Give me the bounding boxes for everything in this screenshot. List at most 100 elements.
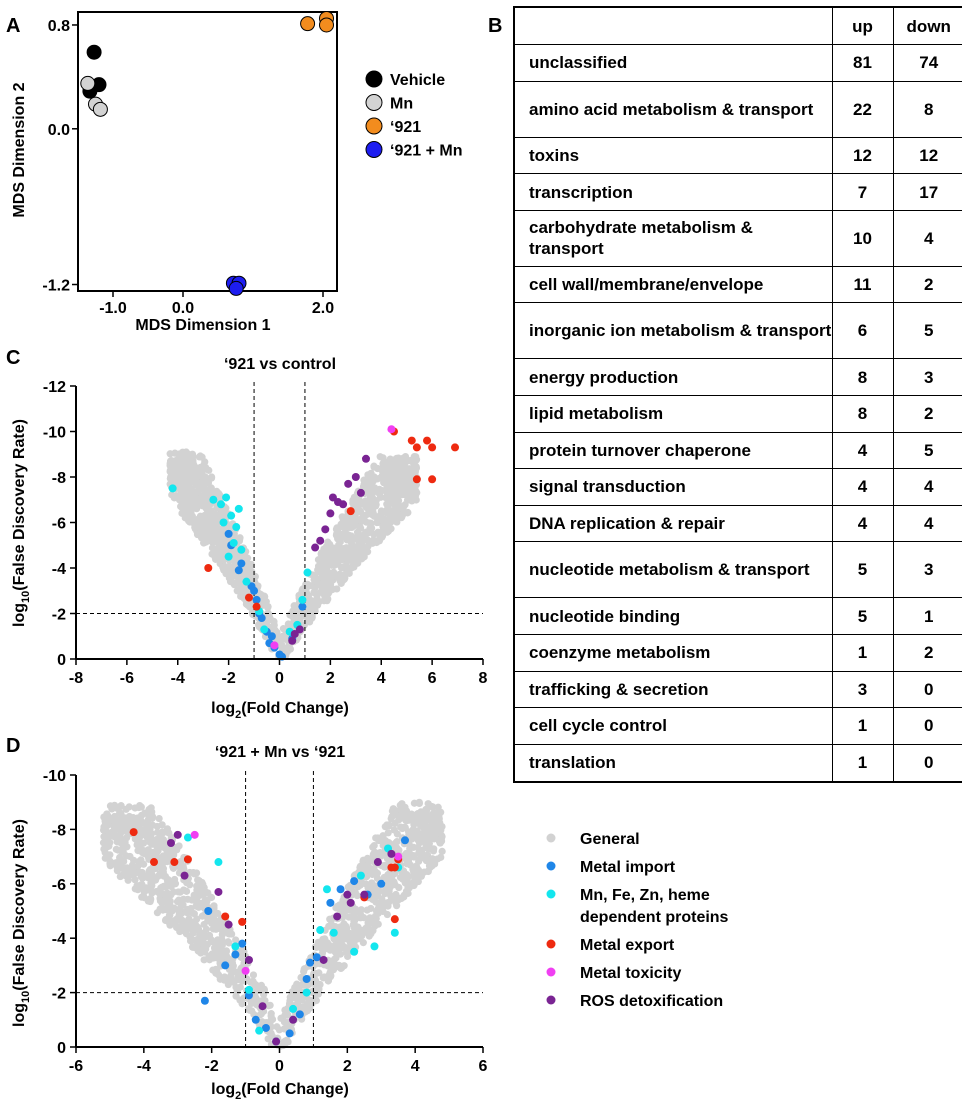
general-gene-point [352, 552, 360, 560]
general-gene-point [189, 936, 197, 944]
down-count-cell: 17 [892, 173, 962, 211]
general-gene-point [379, 474, 387, 482]
table-row: lipid metabolism 8 2 [515, 394, 962, 433]
general-gene-point [348, 545, 357, 553]
up-count-cell: 4 [831, 431, 894, 470]
general-gene-point [370, 462, 378, 470]
general-gene-point [110, 826, 118, 834]
metal-import-point [261, 1023, 270, 1032]
general-gene-point [210, 902, 218, 910]
general-gene-point [181, 483, 189, 491]
ros-detoxification-point [360, 890, 369, 899]
general-gene-point [203, 503, 211, 511]
metal-export-point [221, 912, 230, 921]
ros-detoxification-point [311, 543, 320, 552]
legend-label-metal-toxicity: Metal toxicity [580, 965, 681, 982]
down-count-cell: 0 [892, 670, 962, 709]
mds-legend-label-921: ‘921 [390, 119, 421, 136]
ros-detoxification-point [387, 849, 396, 858]
general-gene-point [356, 881, 364, 889]
general-gene-point [138, 874, 147, 882]
up-count-cell: 22 [831, 80, 894, 138]
category-cell: nucleotide metabolism & transport [515, 541, 833, 599]
metal-import-point [350, 877, 359, 886]
volcano-c-x-axis-label: log2(Fold Change) [211, 700, 349, 721]
general-gene-point [175, 906, 183, 914]
x-tick-label: -2 [205, 1058, 219, 1075]
down-count-cell: 4 [892, 209, 962, 267]
metal-export-point [150, 858, 159, 867]
general-gene-point [395, 816, 403, 824]
general-gene-point [362, 518, 371, 526]
general-gene-point [106, 857, 114, 865]
panel-label-d: D [6, 735, 20, 757]
general-gene-point [245, 563, 253, 571]
general-gene-point [99, 839, 108, 847]
ros-detoxification-point [319, 955, 328, 964]
table-header-cell [515, 8, 833, 46]
x-tick-label: 8 [479, 670, 488, 687]
general-gene-point [146, 866, 154, 874]
mn-fe-zn-heme-dependent-proteins-point [224, 552, 233, 561]
y-tick-label: -8 [52, 470, 66, 487]
general-gene-point [233, 987, 241, 995]
general-gene-point [332, 531, 341, 539]
general-gene-point [345, 913, 353, 921]
general-gene-point [119, 870, 128, 878]
general-gene-point [183, 472, 192, 481]
general-gene-point [205, 956, 214, 964]
general-gene-point [373, 874, 382, 883]
category-cell: trafficking & secretion [515, 670, 833, 709]
metal-import-point [221, 961, 230, 970]
ros-detoxification-point [244, 955, 253, 964]
general-gene-point [372, 898, 380, 906]
general-gene-point [351, 921, 359, 929]
general-gene-point [420, 868, 428, 876]
table-row: energy production 8 3 [515, 358, 962, 396]
general-gene-point [194, 479, 203, 487]
general-gene-point [161, 856, 169, 864]
x-tick-label: -4 [137, 1058, 151, 1075]
general-gene-point [197, 886, 205, 894]
general-gene-point [199, 531, 208, 539]
y-tick-label: -4 [52, 931, 66, 948]
general-gene-point [247, 999, 255, 1008]
general-gene-point [209, 510, 218, 518]
general-gene-point [425, 862, 434, 870]
legend-label-ros-detoxification: ROS detoxification [580, 993, 723, 1010]
mds-legend-label-vehicle: Vehicle [390, 72, 445, 89]
legend-marker-ros-detoxification [546, 995, 556, 1005]
general-gene-point [148, 889, 156, 897]
general-gene-point [384, 496, 392, 505]
ros-detoxification-point [289, 1015, 298, 1024]
general-gene-point [144, 874, 152, 882]
mn-fe-zn-heme-dependent-proteins-point [350, 947, 359, 956]
general-gene-point [201, 478, 209, 487]
mn-fe-zn-heme-dependent-proteins-point [316, 926, 325, 935]
general-gene-point [227, 966, 236, 974]
general-gene-point [214, 971, 223, 979]
legend-marker-metal-toxicity [546, 967, 556, 977]
general-gene-point [238, 1000, 246, 1008]
metal-import-point [306, 958, 315, 967]
mds-legend-marker-vehicle [365, 70, 383, 88]
general-gene-point [134, 862, 142, 870]
general-gene-point [171, 470, 180, 478]
general-gene-point [168, 491, 176, 499]
general-gene-point [356, 539, 364, 548]
x-tick-label: -8 [69, 670, 83, 687]
mn-fe-zn-heme-dependent-proteins-point [209, 495, 218, 504]
general-gene-point [389, 811, 398, 819]
general-gene-point [392, 481, 400, 489]
general-gene-point [364, 542, 372, 550]
general-gene-point [323, 543, 331, 551]
y-tick-label: 0 [57, 652, 66, 669]
mds-point-vehicle [86, 44, 102, 60]
general-gene-point [371, 912, 380, 920]
general-gene-point [383, 881, 391, 889]
general-gene-point [438, 847, 446, 855]
general-gene-point [418, 846, 426, 854]
metal-toxicity-point [190, 830, 199, 839]
general-gene-point [106, 851, 114, 859]
down-count-cell: 0 [892, 743, 962, 781]
